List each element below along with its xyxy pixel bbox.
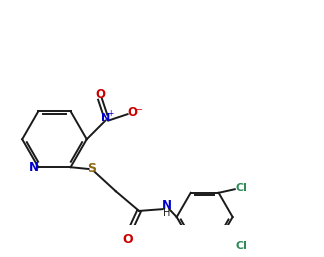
Text: N: N [162,199,172,212]
Text: H: H [163,208,170,218]
Text: O: O [95,88,105,101]
Text: Cl: Cl [235,183,247,193]
Text: S: S [87,162,96,176]
Text: O: O [122,233,133,246]
Text: N: N [29,161,39,174]
Text: N: N [101,113,110,123]
Text: Cl: Cl [235,241,247,251]
Text: −: − [135,105,142,114]
Text: +: + [107,109,113,118]
Text: O: O [127,106,137,119]
